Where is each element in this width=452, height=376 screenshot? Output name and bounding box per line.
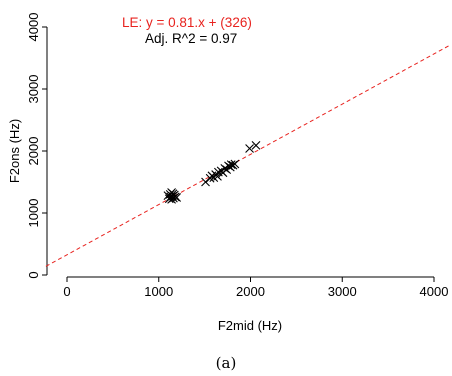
x-tick-label: 4000: [420, 284, 449, 299]
y-tick-label: 1000: [26, 199, 41, 228]
data-point: [245, 144, 254, 153]
adj-r2-annotation: Adj. R^2 = 0.97: [145, 31, 237, 46]
ticks: 0 1000 2000 3000 4000 0 1000 2000 3000 4000: [26, 13, 448, 299]
x-tick-label: 3000: [328, 284, 357, 299]
x-axis-label: F2mid (Hz): [218, 318, 282, 333]
axes: [46, 27, 434, 278]
fit-line-layer: [45, 44, 451, 267]
data-point: [251, 141, 261, 150]
y-tick-label: 4000: [26, 13, 41, 42]
y-tick-label: 2000: [26, 137, 41, 166]
x-tick-label: 0: [63, 284, 70, 299]
y-tick-label: 3000: [26, 75, 41, 104]
y-tick-label: 0: [26, 271, 41, 278]
data-point: [230, 159, 240, 169]
x-tick-label: 1000: [144, 284, 173, 299]
fit-equation-annotation: LE: y = 0.81.x + (326): [122, 15, 252, 30]
data-point: [226, 160, 236, 170]
figure-caption: (a): [216, 354, 237, 372]
x-tick-label: 2000: [236, 284, 265, 299]
data-point: [167, 188, 176, 197]
data-points: [163, 141, 261, 204]
regression-line: [45, 44, 451, 267]
y-axis-label: F2ons (Hz): [7, 119, 22, 183]
